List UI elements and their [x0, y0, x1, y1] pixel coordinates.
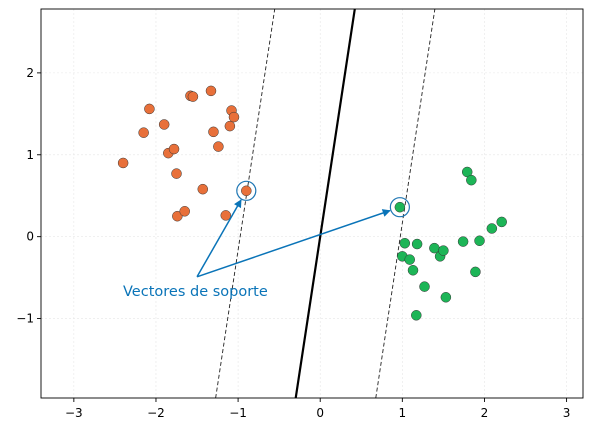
support-vector-ring [236, 180, 257, 201]
point-class-a [117, 157, 129, 169]
margin-line [375, 9, 436, 398]
x-tick-label: 2 [481, 406, 489, 420]
annotation-arrow [196, 199, 242, 278]
annotation: Vectores de soporte [123, 199, 391, 300]
point-class-b [407, 264, 419, 276]
point-class-a [138, 127, 149, 138]
y-tick-label: 0 [26, 230, 34, 244]
point-class-a [220, 210, 232, 221]
point-class-b [457, 236, 469, 247]
point-class-b [486, 223, 498, 234]
x-tick-label: 0 [316, 406, 324, 420]
point-class-a [205, 85, 217, 97]
point-class-a [213, 141, 224, 152]
point-class-a [228, 111, 240, 123]
annotation-label: Vectores de soporte [123, 284, 268, 300]
y-tick-label: 1 [26, 148, 34, 162]
x-tick-label: −3 [65, 406, 83, 420]
point-class-a [171, 168, 182, 179]
x-tick-label: 1 [399, 406, 407, 420]
point-class-b [438, 245, 449, 256]
point-class-a [168, 143, 180, 155]
data-points [117, 85, 507, 321]
point-class-b [394, 201, 406, 213]
point-class-b [470, 266, 481, 278]
plot-frame [40, 8, 584, 399]
x-tick-label: −2 [147, 406, 165, 420]
margin-line [215, 9, 276, 398]
point-class-b [474, 235, 485, 247]
point-class-b [404, 254, 415, 265]
point-class-a [241, 185, 252, 197]
point-class-b [466, 174, 477, 186]
y-tick-label: −1 [16, 312, 34, 326]
svm-lines [215, 9, 436, 398]
annotation-arrow [196, 209, 391, 278]
y-tick-label: 2 [26, 66, 34, 80]
point-class-a [224, 120, 236, 132]
grid [41, 9, 583, 398]
point-class-a [179, 206, 190, 217]
point-class-a [172, 210, 183, 222]
decision-boundary-line [294, 9, 356, 398]
point-class-b [399, 237, 411, 249]
x-tick-label: −1 [229, 406, 247, 420]
point-class-b [496, 216, 507, 228]
x-tick-label: 3 [563, 406, 571, 420]
point-class-b [411, 310, 422, 321]
point-class-a [187, 91, 199, 102]
point-class-a [144, 103, 155, 115]
point-class-a [208, 126, 219, 138]
point-class-b [440, 292, 452, 303]
point-class-b [411, 238, 423, 250]
point-class-a [158, 119, 170, 130]
axis-ticks: −3 −2 −1 0 1 2 3 −1 0 1 2 [16, 66, 570, 420]
support-vector-ring [389, 197, 410, 218]
point-class-a [197, 183, 209, 195]
point-class-b [419, 281, 430, 292]
